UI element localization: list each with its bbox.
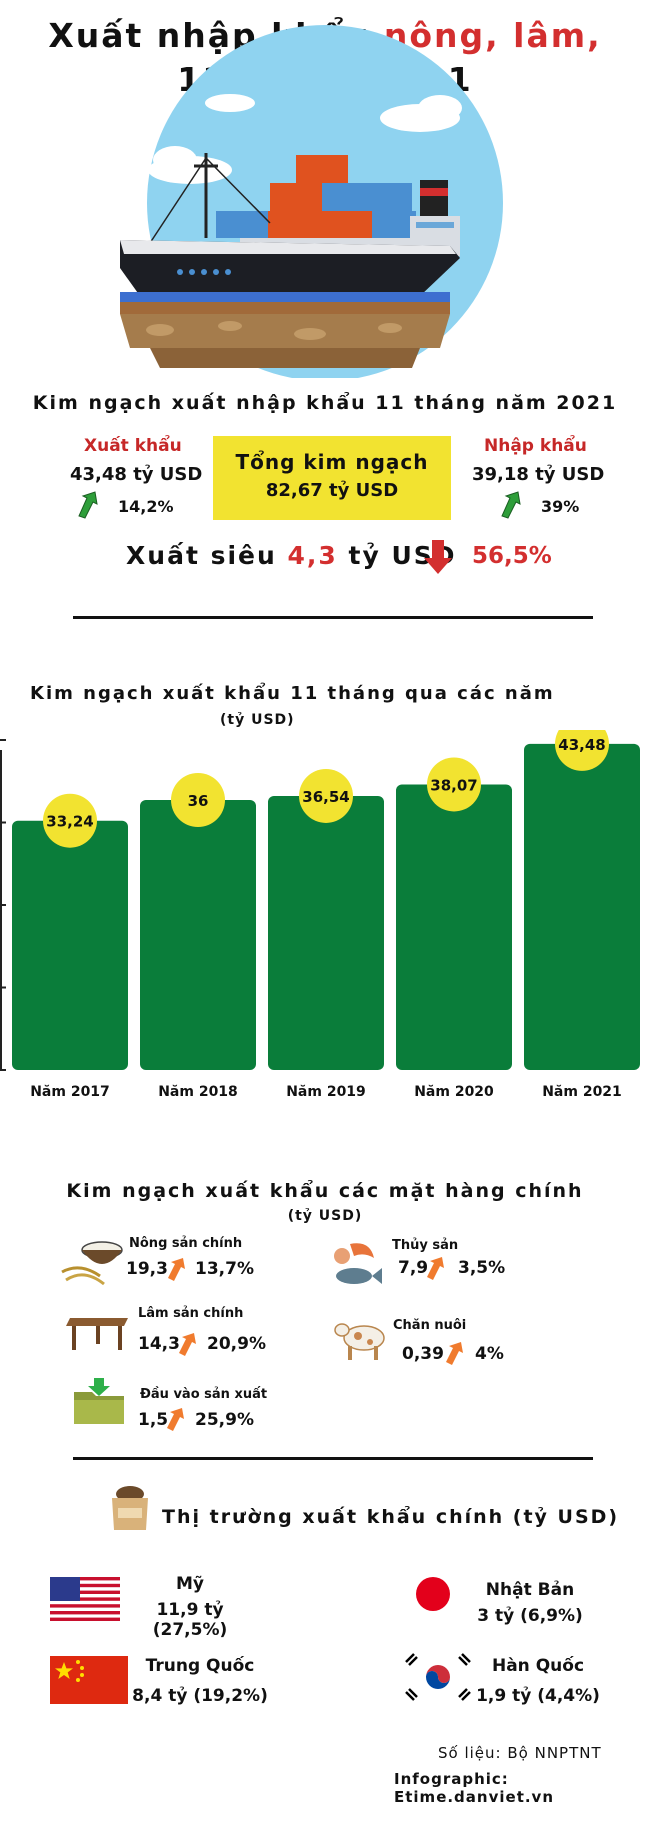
product-value: 1,5: [138, 1410, 169, 1430]
produce-sack-icon: [112, 1486, 148, 1530]
chart-bar: [396, 784, 512, 1070]
x-tick-label: Năm 2020: [414, 1084, 494, 1100]
chart-bar: [140, 800, 256, 1070]
surplus-line: Xuất siêu 4,3 tỷ USD: [126, 541, 457, 570]
china-flag-icon: [50, 1656, 128, 1704]
export-up-arrow-icon: [78, 491, 98, 519]
x-tick-label: Năm 2017: [30, 1084, 110, 1100]
market-value: 11,9 tỷ (27,5%): [152, 1600, 228, 1640]
product-value: 19,3: [126, 1259, 168, 1279]
market-name: Trung Quốc: [145, 1656, 255, 1676]
korea-flag-icon: [398, 1650, 478, 1704]
value-bubble: [299, 768, 353, 823]
total-box: Tổng kim ngạch 82,67 tỷ USD: [213, 436, 451, 520]
market-value: 1,9 tỷ (4,4%): [476, 1686, 600, 1706]
markets-heading: Thị trường xuất khẩu chính (tỷ USD): [162, 1506, 620, 1528]
chart-bar: [524, 743, 640, 1070]
product-growth: 4%: [475, 1344, 504, 1364]
export-value: 43,48 tỷ USD: [70, 464, 203, 485]
product-growth: 13,7%: [195, 1259, 254, 1279]
market-value: 3 tỷ (6,9%): [477, 1606, 583, 1626]
product-value: 14,3: [138, 1334, 180, 1354]
folder-download-icon: [74, 1378, 124, 1424]
data-label: 36: [188, 792, 209, 810]
down-arrow-icon: [424, 540, 452, 574]
product-growth: 20,9%: [207, 1334, 266, 1354]
product-growth: 3,5%: [458, 1258, 506, 1278]
surplus-prefix: Xuất siêu: [126, 541, 288, 570]
value-bubble: [43, 793, 97, 848]
summary-heading: Kim ngạch xuất nhập khẩu 11 tháng năm 20…: [32, 392, 618, 414]
import-value: 39,18 tỷ USD: [472, 464, 605, 485]
x-tick-label: Năm 2019: [286, 1084, 366, 1100]
up-arrow-icon: [168, 1258, 185, 1281]
total-value: 82,67 tỷ USD: [265, 480, 399, 501]
up-arrow-icon: [179, 1333, 196, 1356]
wooden-table-icon: [66, 1318, 128, 1350]
chart-title: Kim ngạch xuất khẩu 11 tháng qua các năm: [30, 683, 555, 704]
chart-unit: (tỷ USD): [220, 712, 295, 728]
data-label: 43,48: [558, 736, 605, 754]
products-heading: Kim ngạch xuất khẩu các mặt hàng chính: [66, 1180, 584, 1202]
import-up-arrow-icon: [501, 491, 521, 519]
export-bar-chart: 33,24 Năm 2017 36 Năm 2018 36,54 Năm 2019 38,0…: [0, 730, 640, 1100]
up-arrow-icon: [167, 1408, 184, 1431]
chart-bar: [268, 795, 384, 1070]
import-label: Nhập khẩu: [484, 436, 587, 456]
product-value: 0,39: [402, 1344, 444, 1364]
up-arrow-icon: [427, 1257, 444, 1280]
up-arrow-icon: [446, 1342, 463, 1365]
x-tick-label: Năm 2018: [158, 1084, 238, 1100]
divider-1: [73, 616, 593, 619]
source-text: Số liệu: Bộ NNPTNT: [438, 1744, 602, 1762]
export-growth: 14,2%: [118, 497, 174, 516]
usa-flag-icon: [50, 1577, 120, 1621]
chart-bar: [12, 820, 128, 1070]
product-label: Chăn nuôi: [393, 1318, 467, 1333]
product-growth: 25,9%: [195, 1410, 254, 1430]
value-bubble: [427, 757, 481, 812]
market-name: Hàn Quốc: [491, 1656, 585, 1676]
cow-icon: [334, 1323, 385, 1360]
value-bubble: [555, 730, 609, 771]
credit-text: Infographic: Etime.danviet.vn: [394, 1770, 555, 1806]
data-label: 33,24: [46, 813, 93, 831]
import-growth: 39%: [541, 497, 580, 516]
divider-2: [73, 1457, 593, 1460]
product-label: Lâm sản chính: [138, 1306, 244, 1321]
surplus-value: 4,3: [287, 541, 338, 570]
data-label: 36,54: [302, 788, 349, 806]
market-name: Nhật Bản: [485, 1580, 575, 1600]
total-label: Tổng kim ngạch: [235, 450, 429, 474]
export-label: Xuất khẩu: [84, 436, 182, 456]
market-name: Mỹ: [176, 1574, 204, 1594]
seafood-icon: [334, 1243, 382, 1284]
japan-flag-icon: [398, 1570, 468, 1618]
ship-illustration: [120, 25, 503, 378]
x-tick-label: Năm 2021: [542, 1084, 622, 1100]
data-label: 38,07: [430, 776, 477, 794]
product-label: Nông sản chính: [129, 1236, 243, 1251]
products-unit: (tỷ USD): [287, 1208, 363, 1224]
rice-bowl-icon: [61, 1241, 123, 1286]
market-value: 8,4 tỷ (19,2%): [132, 1686, 268, 1706]
value-bubble: [171, 773, 225, 827]
product-value: 7,9: [398, 1258, 429, 1278]
product-label: Thủy sản: [392, 1238, 459, 1253]
product-label: Đầu vào sản xuất: [140, 1387, 268, 1402]
surplus-change: 56,5%: [472, 543, 552, 569]
